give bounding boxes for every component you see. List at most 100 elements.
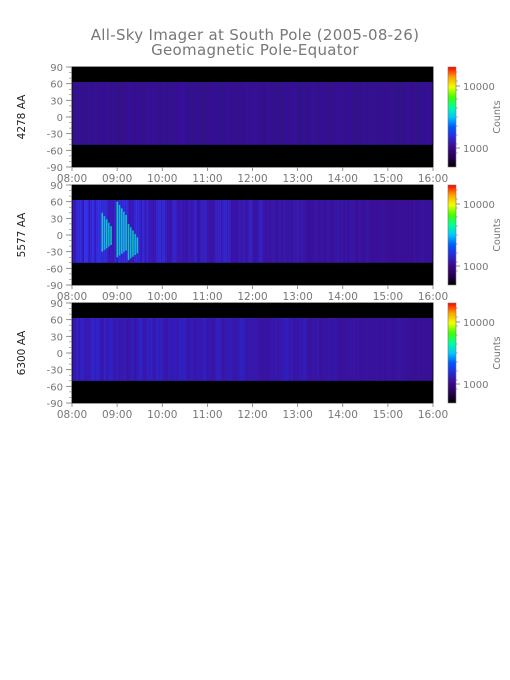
y-tick-label: 30 xyxy=(50,96,63,107)
data-streak xyxy=(108,82,111,145)
data-streak xyxy=(228,82,232,145)
bright-arc-1 xyxy=(105,219,108,249)
data-streak xyxy=(318,200,322,263)
data-streak xyxy=(168,200,171,263)
data-streak xyxy=(240,318,244,381)
data-streak xyxy=(170,82,173,145)
data-streak xyxy=(308,200,312,263)
data-streak xyxy=(224,82,228,145)
data-streak xyxy=(318,82,322,145)
data-streak xyxy=(122,318,125,381)
data-streak xyxy=(322,82,326,145)
data-streak xyxy=(154,318,157,381)
data-streak xyxy=(104,82,107,145)
data-streak xyxy=(150,318,153,381)
colorbar-label: Counts xyxy=(492,336,503,369)
data-streak xyxy=(226,200,230,263)
data-streak xyxy=(364,318,368,381)
data-streak xyxy=(322,318,326,381)
data-streak xyxy=(124,82,127,145)
data-streak xyxy=(286,318,290,381)
data-streak xyxy=(126,318,129,381)
data-streak xyxy=(160,318,163,381)
data-streak xyxy=(338,200,342,263)
bright-arc-3 xyxy=(136,237,139,254)
data-streak xyxy=(212,318,215,381)
data-streak xyxy=(394,200,398,263)
data-streak xyxy=(168,82,171,145)
data-streak xyxy=(160,82,163,145)
data-streak xyxy=(72,200,75,263)
data-streak xyxy=(94,318,97,381)
data-streak xyxy=(252,318,256,381)
y-tick-label: -30 xyxy=(47,366,63,377)
data-streak xyxy=(362,200,366,263)
data-streak xyxy=(86,82,89,145)
data-streak xyxy=(170,318,173,381)
data-streak xyxy=(220,82,224,145)
data-streak xyxy=(374,318,378,381)
data-streak xyxy=(254,318,258,381)
data-streak xyxy=(74,200,77,263)
data-streak xyxy=(310,318,314,381)
data-streak xyxy=(194,200,197,263)
data-streak xyxy=(304,318,308,381)
data-streak xyxy=(80,200,83,263)
data-streak xyxy=(144,318,147,381)
data-streak xyxy=(370,200,374,263)
data-streak xyxy=(228,318,232,381)
data-streak xyxy=(236,318,240,381)
data-streak xyxy=(234,82,238,145)
data-streak xyxy=(226,82,230,145)
data-streak xyxy=(208,200,211,263)
data-streak xyxy=(146,82,149,145)
data-streak xyxy=(216,82,220,145)
data-streak xyxy=(242,82,246,145)
data-streak xyxy=(204,318,207,381)
data-streak xyxy=(428,318,432,381)
data-streak xyxy=(98,318,101,381)
data-streak xyxy=(240,200,244,263)
data-streak xyxy=(166,200,169,263)
data-streak xyxy=(396,318,400,381)
data-streak xyxy=(320,200,324,263)
data-streak xyxy=(324,318,328,381)
data-streak xyxy=(244,82,248,145)
data-streak xyxy=(338,318,342,381)
data-streak xyxy=(108,318,111,381)
data-streak xyxy=(230,318,234,381)
data-streak xyxy=(308,318,312,381)
colorbar-tick-label: 10000 xyxy=(463,200,495,211)
data-streak xyxy=(260,200,264,263)
data-streak xyxy=(104,200,107,263)
data-streak xyxy=(254,200,258,263)
data-streak xyxy=(82,318,85,381)
data-streak xyxy=(178,318,181,381)
x-tick-label: 13:00 xyxy=(282,291,312,303)
data-streak xyxy=(284,318,288,381)
y-axis-label: 4278 AA xyxy=(16,94,28,140)
data-streak xyxy=(422,318,426,381)
data-streak xyxy=(188,82,191,145)
data-streak xyxy=(330,200,334,263)
data-streak xyxy=(408,82,412,145)
colorbar-tick-label: 1000 xyxy=(463,380,488,391)
data-streak xyxy=(266,318,270,381)
data-streak xyxy=(114,82,117,145)
data-streak xyxy=(366,318,370,381)
data-streak xyxy=(404,200,408,263)
data-streak xyxy=(82,200,85,263)
x-tick-label: 14:00 xyxy=(328,291,358,303)
data-streak xyxy=(420,200,424,263)
data-streak xyxy=(196,200,199,263)
y-tick-label: 60 xyxy=(50,80,63,91)
data-streak xyxy=(252,200,256,263)
data-streak xyxy=(152,82,155,145)
data-streak xyxy=(188,318,191,381)
x-tick-label: 11:00 xyxy=(192,409,222,421)
data-streak xyxy=(310,82,314,145)
data-streak xyxy=(272,82,276,145)
data-streak xyxy=(166,82,169,145)
colorbar-tick-label: 1000 xyxy=(463,144,488,155)
y-axis-label: 5577 AA xyxy=(16,212,28,258)
